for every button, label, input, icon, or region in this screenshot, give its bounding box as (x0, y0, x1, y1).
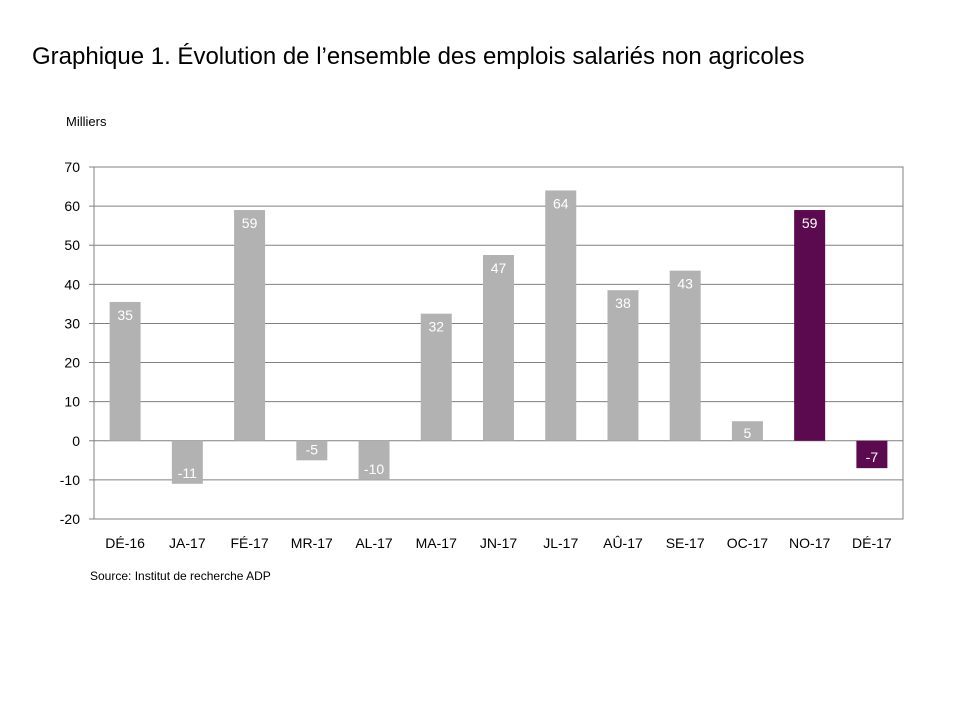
y-tick-label: 50 (64, 237, 80, 253)
plot-area-frame (93, 166, 904, 520)
data-label: 32 (428, 319, 444, 335)
data-label: 64 (553, 195, 569, 211)
y-tick-label: 20 (64, 355, 80, 371)
x-tick-label: FÉ-17 (231, 535, 269, 551)
data-label: -5 (306, 441, 319, 457)
data-label: 59 (242, 215, 258, 231)
bar-DÉ-17 (856, 440, 888, 469)
data-label: 47 (491, 260, 507, 276)
y-tick-label: -20 (60, 511, 80, 527)
data-label: -11 (178, 465, 197, 481)
y-axis-unit-label: Milliers (66, 114, 107, 129)
y-tick-label: 60 (64, 198, 80, 214)
x-tick-label: MR-17 (291, 535, 333, 551)
chart-title: Graphique 1. Évolution de l’ensemble des… (32, 43, 805, 70)
bar-AL-17 (358, 440, 390, 480)
y-tick-label: 0 (72, 433, 80, 449)
x-tick-label: NO-17 (789, 535, 830, 551)
source-note: Source: Institut de recherche ADP (90, 569, 271, 583)
data-label: -7 (866, 449, 879, 465)
bars: 35 -11 59 -5 -10 32 47 64 38 43 5 59 -7 (109, 190, 888, 484)
y-tick-label: 70 (64, 159, 80, 175)
data-label: 5 (744, 425, 752, 441)
x-tick-label: DÉ-16 (105, 535, 145, 551)
bar-JL-17 (545, 190, 577, 441)
bar-JN-17 (483, 255, 514, 441)
data-label: 59 (802, 215, 818, 231)
x-tick-label: JL-17 (543, 535, 578, 551)
bar-OC-17 (731, 421, 763, 441)
y-axis-ticks: 70 60 50 40 30 20 10 0 -10 -20 (60, 159, 94, 527)
x-tick-label: MA-17 (416, 535, 457, 551)
x-tick-label: AÛ-17 (603, 535, 643, 551)
data-label: 38 (615, 295, 631, 311)
bar-DÉ-16 (109, 301, 141, 441)
x-tick-label: DÉ-17 (852, 535, 892, 551)
bar-MR-17 (296, 440, 328, 461)
x-tick-label: JN-17 (480, 535, 518, 551)
bar-MA-17 (420, 313, 452, 441)
data-label: 43 (677, 276, 693, 292)
bar-FÉ-17 (234, 210, 266, 441)
bar-AÛ-17 (607, 290, 639, 441)
bar-NO-17 (794, 210, 826, 441)
y-tick-label: -10 (60, 472, 80, 488)
x-tick-label: AL-17 (355, 535, 393, 551)
bar-JA-17 (171, 440, 203, 484)
x-axis-labels: DÉ-16 JA-17 FÉ-17 MR-17 AL-17 MA-17 JN-17 JL-17… (105, 535, 892, 551)
y-tick-label: 10 (64, 394, 80, 410)
y-tick-label: 30 (64, 315, 80, 331)
data-label: -10 (364, 461, 384, 477)
x-tick-label: SE-17 (666, 535, 705, 551)
data-label: 35 (117, 307, 133, 323)
y-tick-label: 40 (64, 276, 80, 292)
x-tick-label: OC-17 (727, 535, 768, 551)
bar-SE-17 (669, 270, 701, 441)
x-tick-label: JA-17 (169, 535, 206, 551)
